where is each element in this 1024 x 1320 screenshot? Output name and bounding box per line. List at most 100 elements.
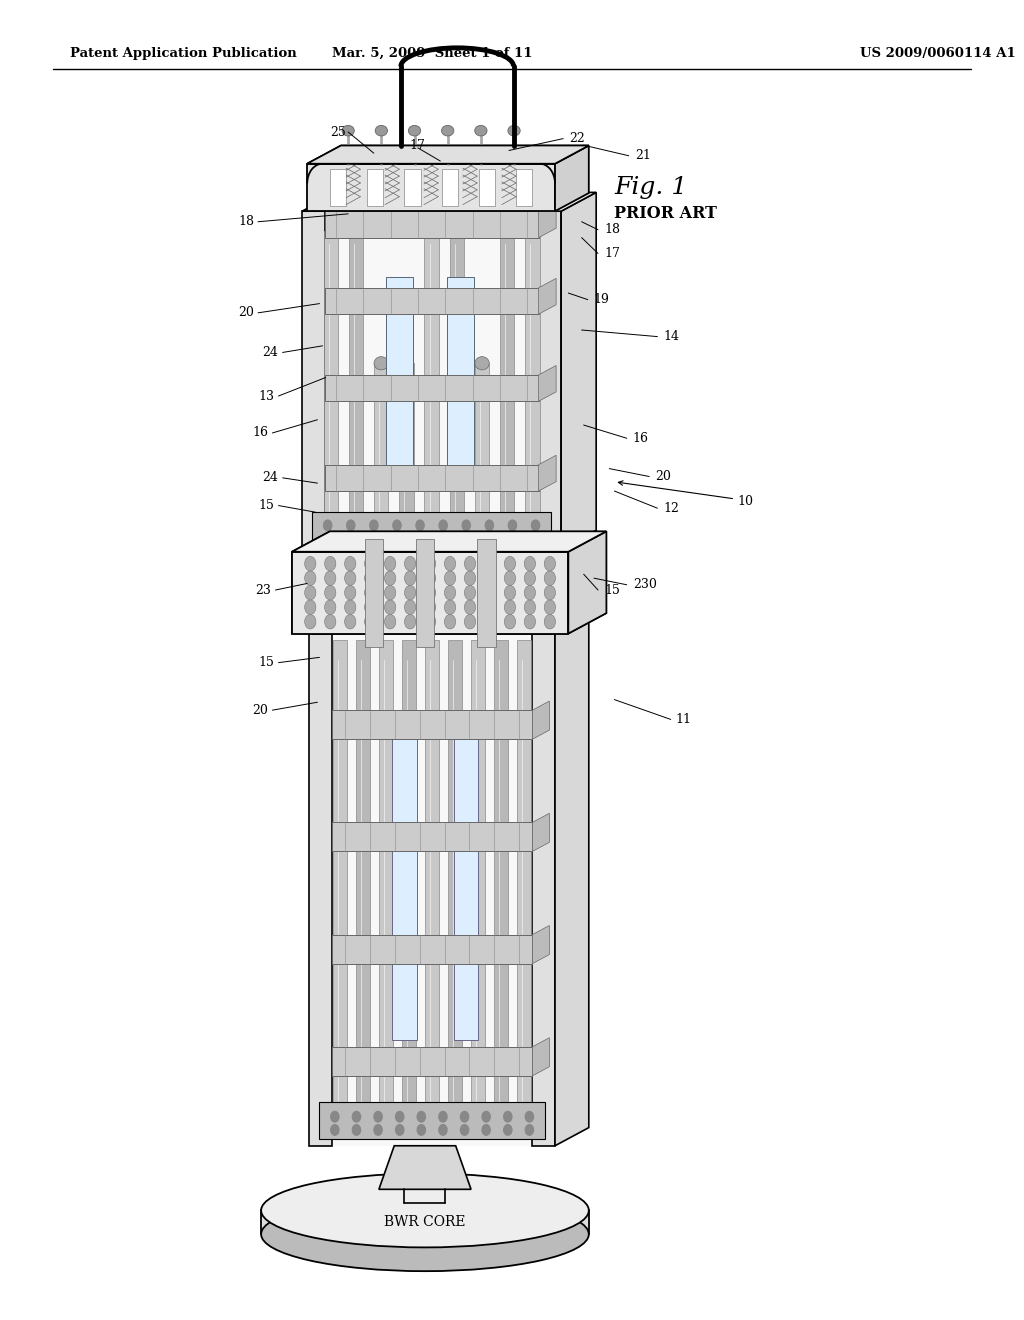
- Bar: [416, 539, 434, 647]
- Circle shape: [484, 572, 496, 586]
- Circle shape: [504, 1125, 512, 1135]
- Circle shape: [425, 599, 436, 614]
- Circle shape: [352, 1111, 360, 1122]
- Polygon shape: [539, 366, 556, 401]
- Circle shape: [385, 557, 395, 572]
- Text: 19: 19: [594, 293, 610, 306]
- Circle shape: [461, 1111, 469, 1122]
- Bar: [471, 640, 485, 1139]
- Circle shape: [404, 586, 416, 599]
- Circle shape: [525, 1111, 534, 1122]
- Polygon shape: [532, 701, 549, 739]
- Bar: [325, 465, 539, 491]
- Text: US 2009/0060114 A1: US 2009/0060114 A1: [860, 48, 1016, 59]
- Polygon shape: [292, 552, 568, 634]
- Circle shape: [482, 1125, 490, 1135]
- Ellipse shape: [261, 1173, 589, 1247]
- Circle shape: [370, 520, 378, 531]
- Circle shape: [370, 533, 378, 544]
- Circle shape: [393, 533, 401, 544]
- Polygon shape: [532, 634, 555, 1146]
- Ellipse shape: [409, 125, 421, 136]
- Polygon shape: [561, 193, 596, 549]
- Text: 18: 18: [604, 223, 621, 236]
- Text: 24: 24: [262, 471, 279, 484]
- Circle shape: [404, 614, 416, 628]
- Ellipse shape: [441, 125, 454, 136]
- Bar: [424, 231, 438, 543]
- Bar: [349, 231, 364, 543]
- Bar: [454, 739, 478, 1040]
- Text: 25: 25: [331, 125, 346, 139]
- Circle shape: [504, 586, 515, 599]
- Circle shape: [524, 586, 536, 599]
- Polygon shape: [309, 634, 332, 1146]
- Circle shape: [324, 520, 332, 531]
- Bar: [477, 539, 496, 647]
- Polygon shape: [555, 145, 589, 211]
- Circle shape: [417, 1125, 425, 1135]
- Text: Fig. 1: Fig. 1: [614, 176, 688, 199]
- Polygon shape: [307, 145, 589, 164]
- Bar: [325, 288, 539, 314]
- Circle shape: [508, 533, 516, 544]
- Bar: [332, 935, 532, 964]
- Bar: [475, 363, 489, 543]
- Circle shape: [425, 557, 436, 572]
- Bar: [332, 710, 532, 739]
- Circle shape: [465, 614, 475, 628]
- Circle shape: [462, 520, 470, 531]
- Circle shape: [385, 572, 395, 586]
- Circle shape: [425, 614, 436, 628]
- Bar: [494, 640, 508, 1139]
- Bar: [386, 277, 413, 483]
- Circle shape: [531, 520, 540, 531]
- Circle shape: [465, 572, 475, 586]
- Circle shape: [365, 599, 376, 614]
- Text: 18: 18: [238, 215, 254, 228]
- Circle shape: [508, 520, 516, 531]
- Polygon shape: [307, 164, 555, 211]
- Text: 12: 12: [664, 502, 680, 515]
- Bar: [425, 640, 439, 1139]
- Circle shape: [325, 586, 336, 599]
- Bar: [447, 277, 474, 483]
- Polygon shape: [539, 455, 556, 491]
- Text: 14: 14: [664, 330, 680, 343]
- Polygon shape: [302, 211, 325, 549]
- Bar: [333, 640, 347, 1139]
- Bar: [517, 640, 531, 1139]
- Bar: [449, 640, 463, 1139]
- Bar: [399, 363, 414, 543]
- Ellipse shape: [475, 125, 487, 136]
- Circle shape: [485, 520, 494, 531]
- Circle shape: [347, 533, 355, 544]
- Circle shape: [444, 557, 456, 572]
- Circle shape: [344, 557, 356, 572]
- Bar: [516, 169, 532, 206]
- Circle shape: [404, 572, 416, 586]
- Circle shape: [417, 1111, 425, 1122]
- Bar: [401, 640, 416, 1139]
- Text: 17: 17: [604, 247, 621, 260]
- Text: 15: 15: [258, 499, 274, 512]
- Polygon shape: [539, 279, 556, 314]
- Circle shape: [325, 599, 336, 614]
- Polygon shape: [532, 813, 549, 851]
- Circle shape: [461, 1125, 469, 1135]
- Circle shape: [352, 1125, 360, 1135]
- Circle shape: [344, 614, 356, 628]
- Circle shape: [545, 572, 555, 586]
- Circle shape: [325, 557, 336, 572]
- Circle shape: [374, 1111, 382, 1122]
- Polygon shape: [532, 925, 549, 964]
- Bar: [325, 211, 539, 238]
- Circle shape: [305, 599, 315, 614]
- Bar: [404, 169, 421, 206]
- Text: 10: 10: [737, 495, 754, 508]
- Circle shape: [385, 586, 395, 599]
- Bar: [500, 231, 514, 543]
- Circle shape: [425, 572, 436, 586]
- Text: 21: 21: [635, 149, 651, 162]
- Circle shape: [425, 586, 436, 599]
